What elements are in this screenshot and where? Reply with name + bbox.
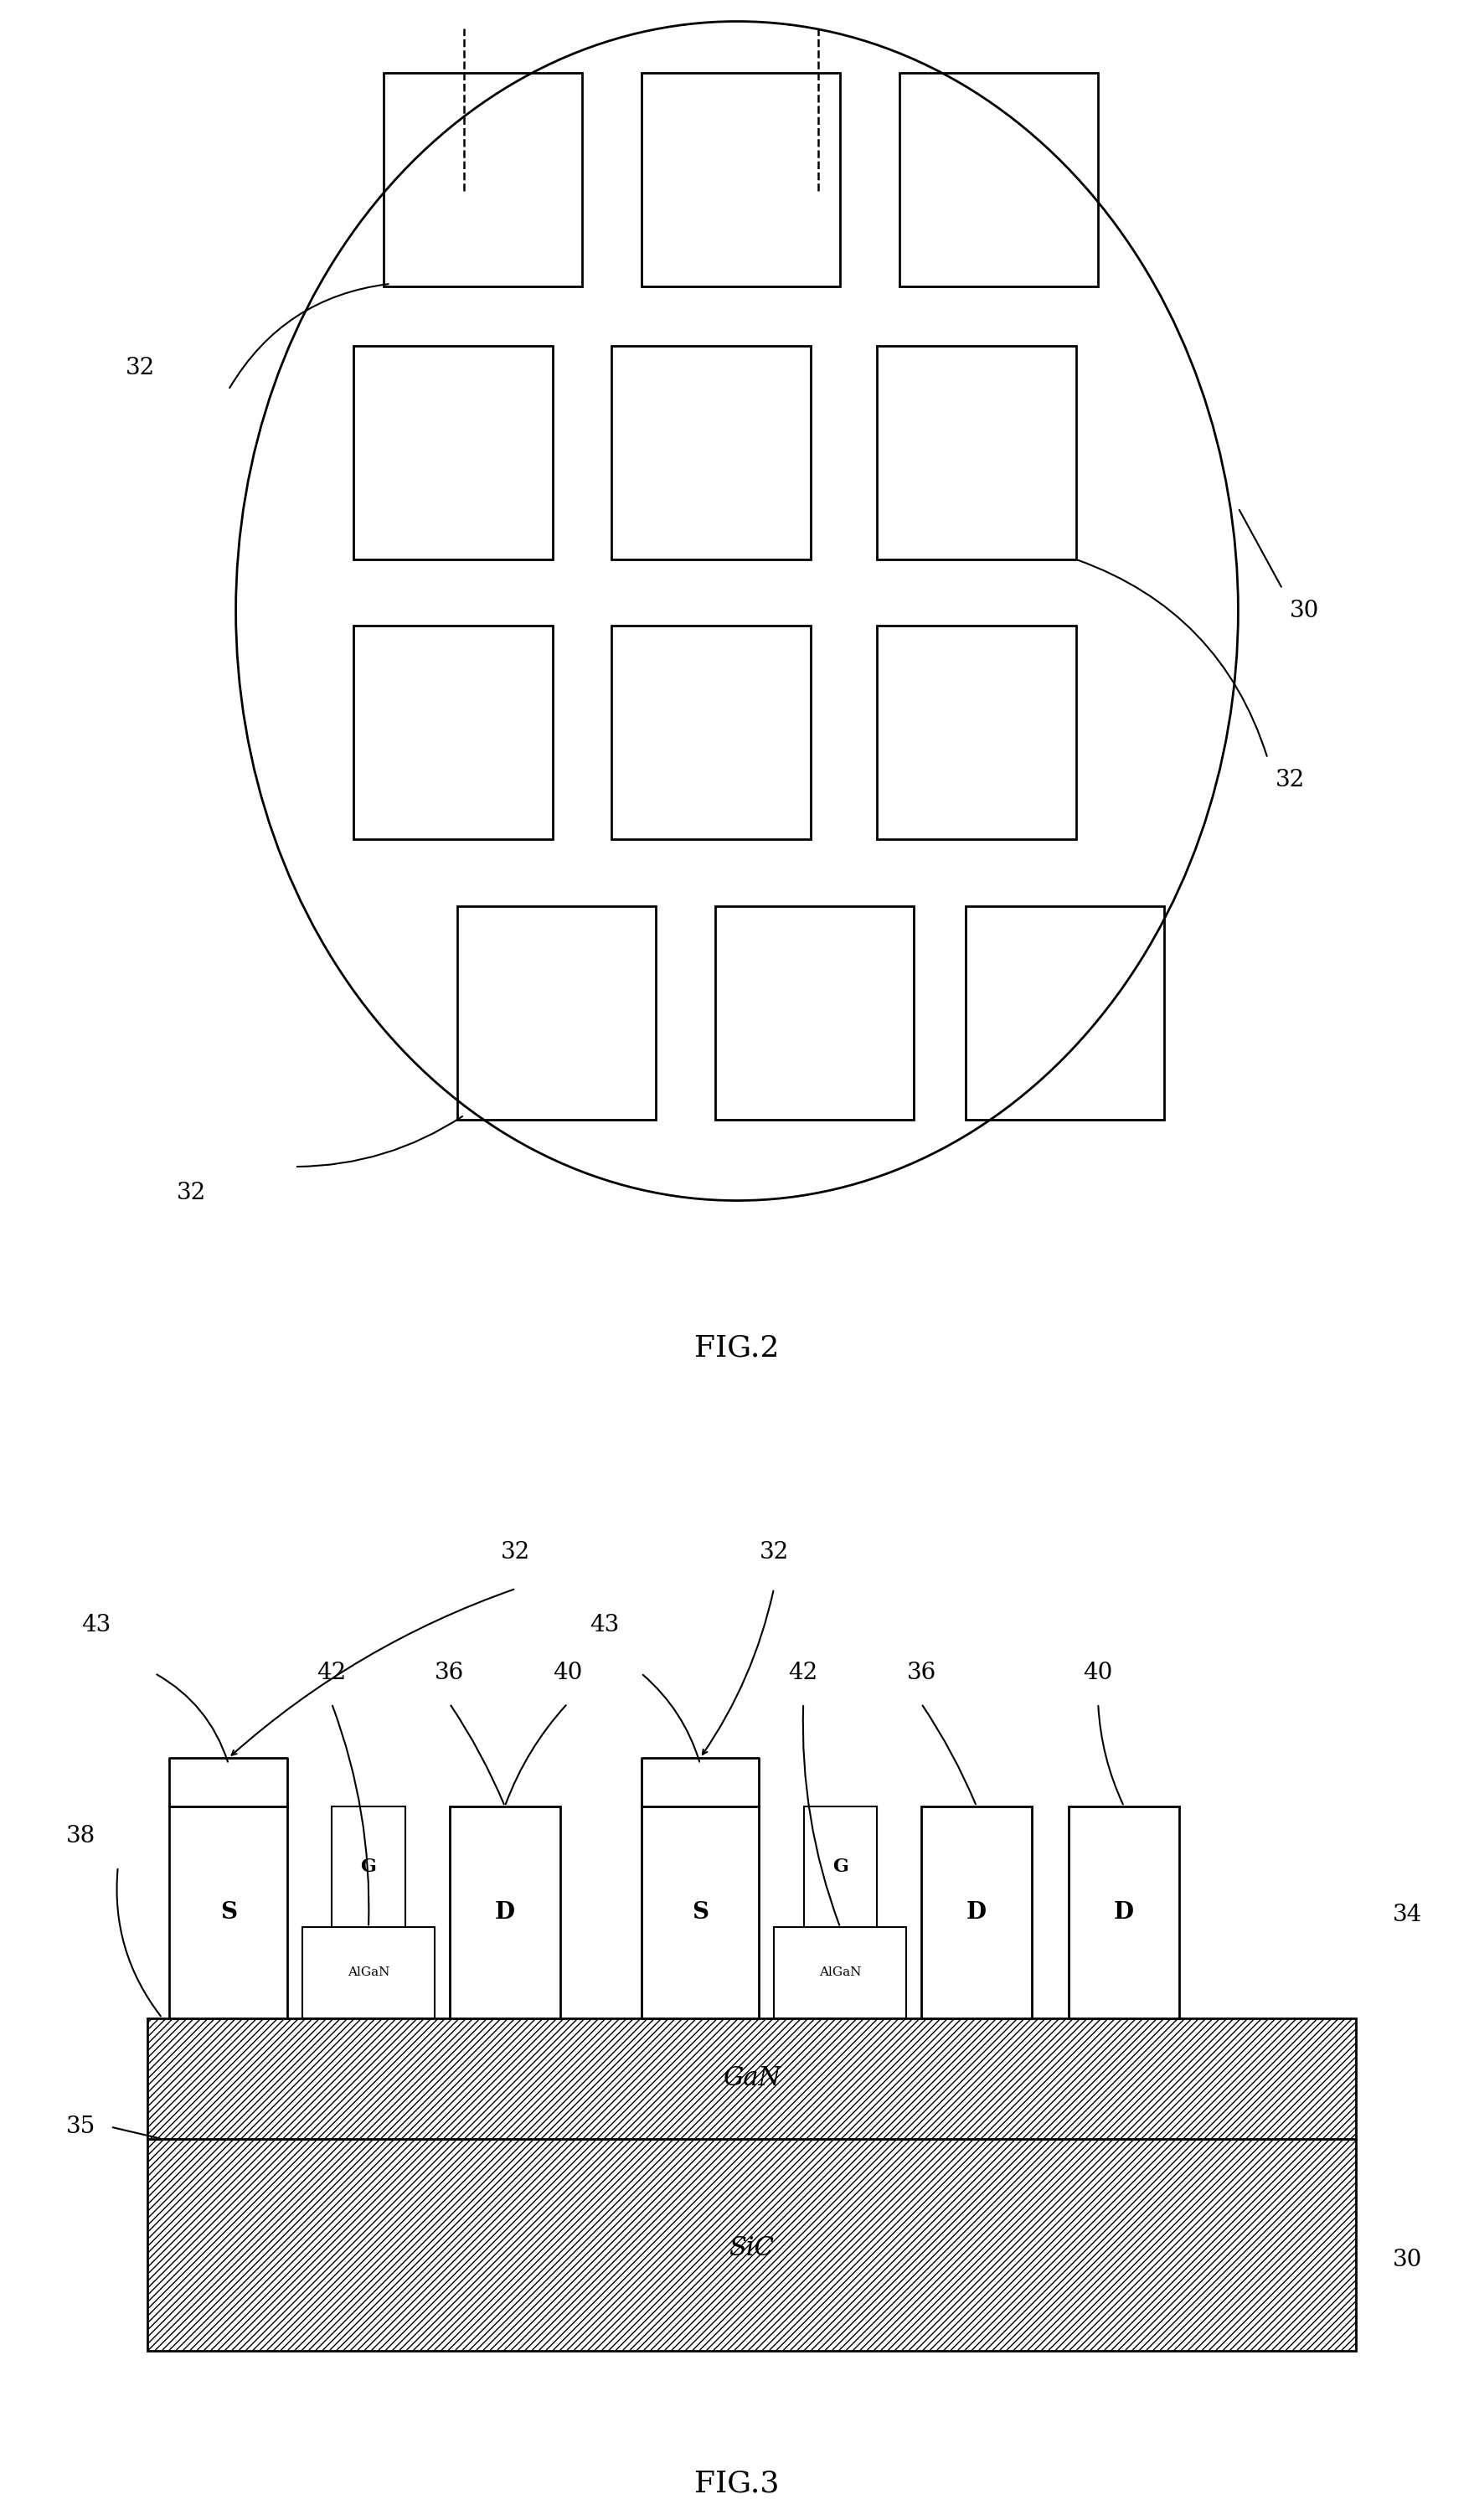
Text: S: S xyxy=(220,1900,237,1923)
Bar xyxy=(921,1807,1032,2019)
Text: D: D xyxy=(1114,1900,1134,1923)
Bar xyxy=(147,2019,1356,2139)
Bar xyxy=(877,345,1076,559)
Bar xyxy=(354,345,553,559)
Text: 40: 40 xyxy=(553,1663,582,1683)
Text: AlGaN: AlGaN xyxy=(820,1966,861,1978)
Bar xyxy=(612,625,811,839)
Text: D: D xyxy=(967,1900,986,1923)
Text: 42: 42 xyxy=(789,1663,818,1683)
Text: 32: 32 xyxy=(759,1542,789,1562)
Bar xyxy=(332,1807,405,1928)
Text: 30: 30 xyxy=(1393,2248,1422,2271)
Text: FIG.3: FIG.3 xyxy=(694,2470,780,2497)
Bar xyxy=(877,625,1076,839)
Text: 40: 40 xyxy=(1083,1663,1113,1683)
Text: 38: 38 xyxy=(66,1824,96,1847)
Text: G: G xyxy=(361,1857,376,1875)
Text: 32: 32 xyxy=(501,1542,531,1562)
Text: 36: 36 xyxy=(435,1663,464,1683)
Text: 43: 43 xyxy=(590,1613,619,1635)
Bar xyxy=(457,905,656,1119)
Bar xyxy=(715,905,914,1119)
Bar xyxy=(612,345,811,559)
Text: S: S xyxy=(691,1900,709,1923)
Bar xyxy=(803,1807,877,1928)
Text: 30: 30 xyxy=(1290,600,1319,622)
Text: AlGaN: AlGaN xyxy=(348,1966,389,1978)
Bar xyxy=(1069,1807,1179,2019)
Bar xyxy=(302,1928,435,2019)
Bar xyxy=(774,1928,907,2019)
Text: FIG.2: FIG.2 xyxy=(694,1333,780,1363)
Text: 35: 35 xyxy=(66,2117,96,2137)
Bar xyxy=(170,1807,287,2019)
Text: 43: 43 xyxy=(81,1613,111,1635)
Text: 42: 42 xyxy=(317,1663,346,1683)
Bar xyxy=(965,905,1164,1119)
Text: GaN: GaN xyxy=(722,2066,781,2092)
Bar xyxy=(899,73,1098,287)
Bar xyxy=(354,625,553,839)
Text: 34: 34 xyxy=(1393,1905,1422,1925)
Text: SiC: SiC xyxy=(730,2235,774,2260)
Text: G: G xyxy=(833,1857,848,1875)
Bar xyxy=(641,73,840,287)
Text: 32: 32 xyxy=(1275,769,1304,791)
Bar xyxy=(383,73,582,287)
Bar xyxy=(450,1807,560,2019)
Text: 32: 32 xyxy=(177,1182,206,1205)
Text: D: D xyxy=(495,1900,514,1923)
Text: 36: 36 xyxy=(907,1663,936,1683)
Bar xyxy=(641,1807,759,2019)
Bar xyxy=(147,2139,1356,2351)
Text: 32: 32 xyxy=(125,355,155,378)
